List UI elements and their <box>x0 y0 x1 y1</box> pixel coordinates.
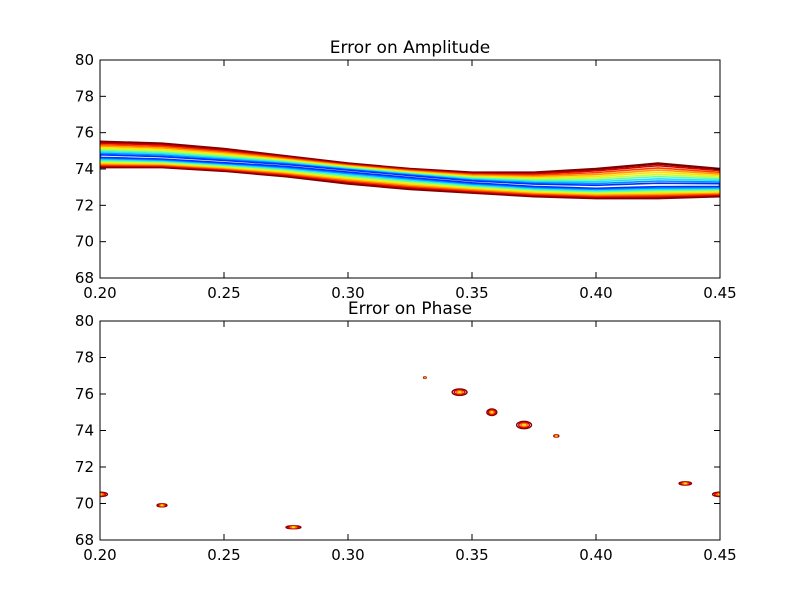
x-tick-label: 0.30 <box>331 546 364 564</box>
contour-area <box>100 140 720 200</box>
y-tick-label: 80 <box>75 312 94 330</box>
y-tick-label: 76 <box>75 385 94 403</box>
chart-title: Error on Amplitude <box>330 38 491 58</box>
x-tick-label: 0.20 <box>83 284 116 302</box>
y-tick-label: 76 <box>75 124 94 142</box>
blob-level-3 <box>488 410 495 415</box>
y-tick-label: 74 <box>75 160 94 178</box>
contour-blob <box>678 481 693 486</box>
y-tick-label: 72 <box>75 196 94 214</box>
x-tick-label: 0.20 <box>83 546 116 564</box>
blob-level-1 <box>451 388 468 397</box>
contour-blob <box>515 420 533 430</box>
blob-level-2 <box>453 389 466 396</box>
y-tick-label: 80 <box>75 51 94 69</box>
x-tick-label: 0.45 <box>703 284 736 302</box>
y-tick-label: 68 <box>75 269 94 287</box>
y-tick-label: 78 <box>75 349 94 367</box>
x-tick-label: 0.30 <box>331 284 364 302</box>
y-tick-label: 68 <box>75 531 94 549</box>
contour-blob <box>451 388 468 397</box>
blob-level-2 <box>487 409 497 416</box>
axes-frame <box>99 320 721 541</box>
blob-level-4 <box>490 411 494 414</box>
x-tick-label: 0.40 <box>579 284 612 302</box>
blob-level-4 <box>683 482 687 485</box>
y-tick-label: 70 <box>75 495 94 513</box>
y-tick-label: 70 <box>75 233 94 251</box>
contour-blob <box>553 434 560 438</box>
blob-level-3 <box>455 390 464 395</box>
chart-title: Error on Phase <box>348 299 472 319</box>
x-tick-label: 0.35 <box>455 284 488 302</box>
x-tick-label: 0.35 <box>455 546 488 564</box>
blob-level-1 <box>100 491 109 498</box>
blob-level-1 <box>486 408 498 417</box>
contour-level-10 <box>100 154 720 190</box>
contour-blob <box>486 408 498 417</box>
x-tick-label: 0.25 <box>207 284 240 302</box>
contour-blob <box>422 376 427 380</box>
contour-blob <box>156 503 168 508</box>
blob-level-2 <box>518 421 531 429</box>
y-tick-label: 72 <box>75 458 94 476</box>
blob-level-3 <box>520 422 529 428</box>
blob-level-4 <box>522 423 526 427</box>
x-tick-label: 0.45 <box>703 546 736 564</box>
contour-blob <box>285 525 302 530</box>
y-tick-label: 78 <box>75 87 94 105</box>
blob-level-1 <box>515 420 533 430</box>
y-tick-label: 74 <box>75 422 94 440</box>
amplitude-error-chart: Error on Amplitude 0.20 0.25 0.30 0.35 0.40 0… <box>75 38 737 302</box>
x-tick-label: 0.40 <box>579 546 612 564</box>
x-tick-label: 0.25 <box>207 546 240 564</box>
phase-error-chart: Error on Phase 0.20 0.25 0.30 0.35 0.40 0.45 6… <box>75 299 737 564</box>
contour-area <box>100 376 720 530</box>
blob-level-4 <box>457 390 462 394</box>
